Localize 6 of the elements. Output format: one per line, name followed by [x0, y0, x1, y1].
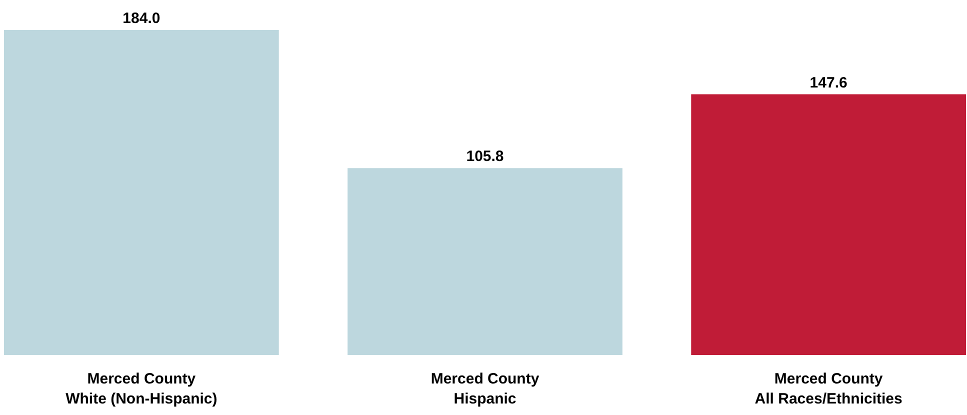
x-tick-label: Merced County All Races/Ethnicities	[754, 370, 902, 408]
x-tick-label: Merced County White (Non-Hispanic)	[66, 370, 218, 408]
data-label: 147.6	[810, 74, 848, 92]
x-tick-label: Merced County Hispanic	[430, 370, 540, 408]
data-label: 184.0	[122, 10, 160, 27]
data-label: 105.8	[466, 148, 504, 166]
